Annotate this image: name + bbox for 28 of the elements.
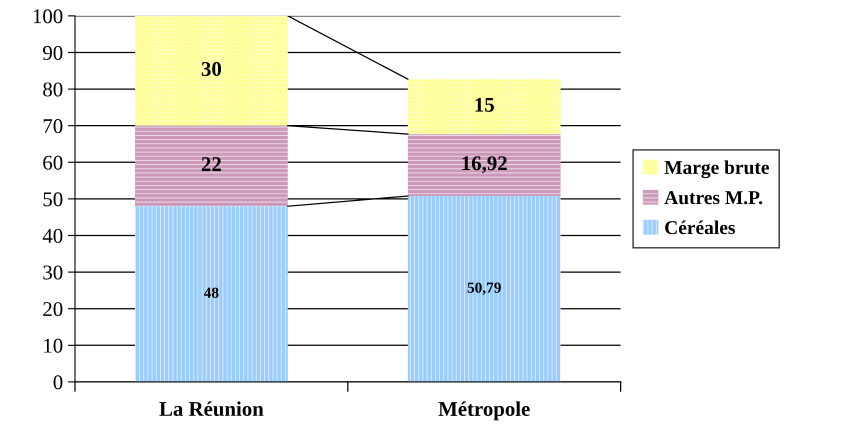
- y-tick-label: 0: [54, 375, 62, 390]
- bar: [408, 79, 561, 134]
- legend-label: Marge brute: [664, 160, 769, 178]
- data-label: 48: [204, 288, 219, 298]
- x-tick-label: La Réunion: [159, 401, 264, 416]
- legend-label: Autres M.P.: [664, 191, 762, 204]
- y-tick-label: 40: [42, 228, 62, 243]
- y-tick-label: 70: [44, 119, 62, 134]
- y-tick-label: 90: [43, 46, 62, 60]
- bar: [135, 126, 288, 206]
- y-tick-label: 80: [43, 82, 62, 97]
- bar: [408, 196, 561, 382]
- y-tick-label: 100: [34, 9, 62, 24]
- bar: [135, 206, 288, 382]
- y-tick-label: 10: [44, 338, 62, 353]
- y-tick-label: 30: [43, 265, 62, 280]
- data-label: 22: [202, 157, 221, 171]
- bar: [135, 16, 288, 126]
- data-label: 30: [202, 62, 222, 76]
- legend-label: Céréales: [665, 220, 735, 234]
- x-tick-label: Métropole: [438, 401, 530, 420]
- y-tick-label: 50: [44, 192, 62, 206]
- data-label: 15: [475, 98, 494, 112]
- bar: [408, 134, 561, 196]
- y-tick-label: 60: [43, 156, 62, 170]
- data-label: 50,79: [468, 282, 501, 295]
- data-label: 16,92: [462, 156, 507, 174]
- y-tick-label: 20: [43, 302, 62, 316]
